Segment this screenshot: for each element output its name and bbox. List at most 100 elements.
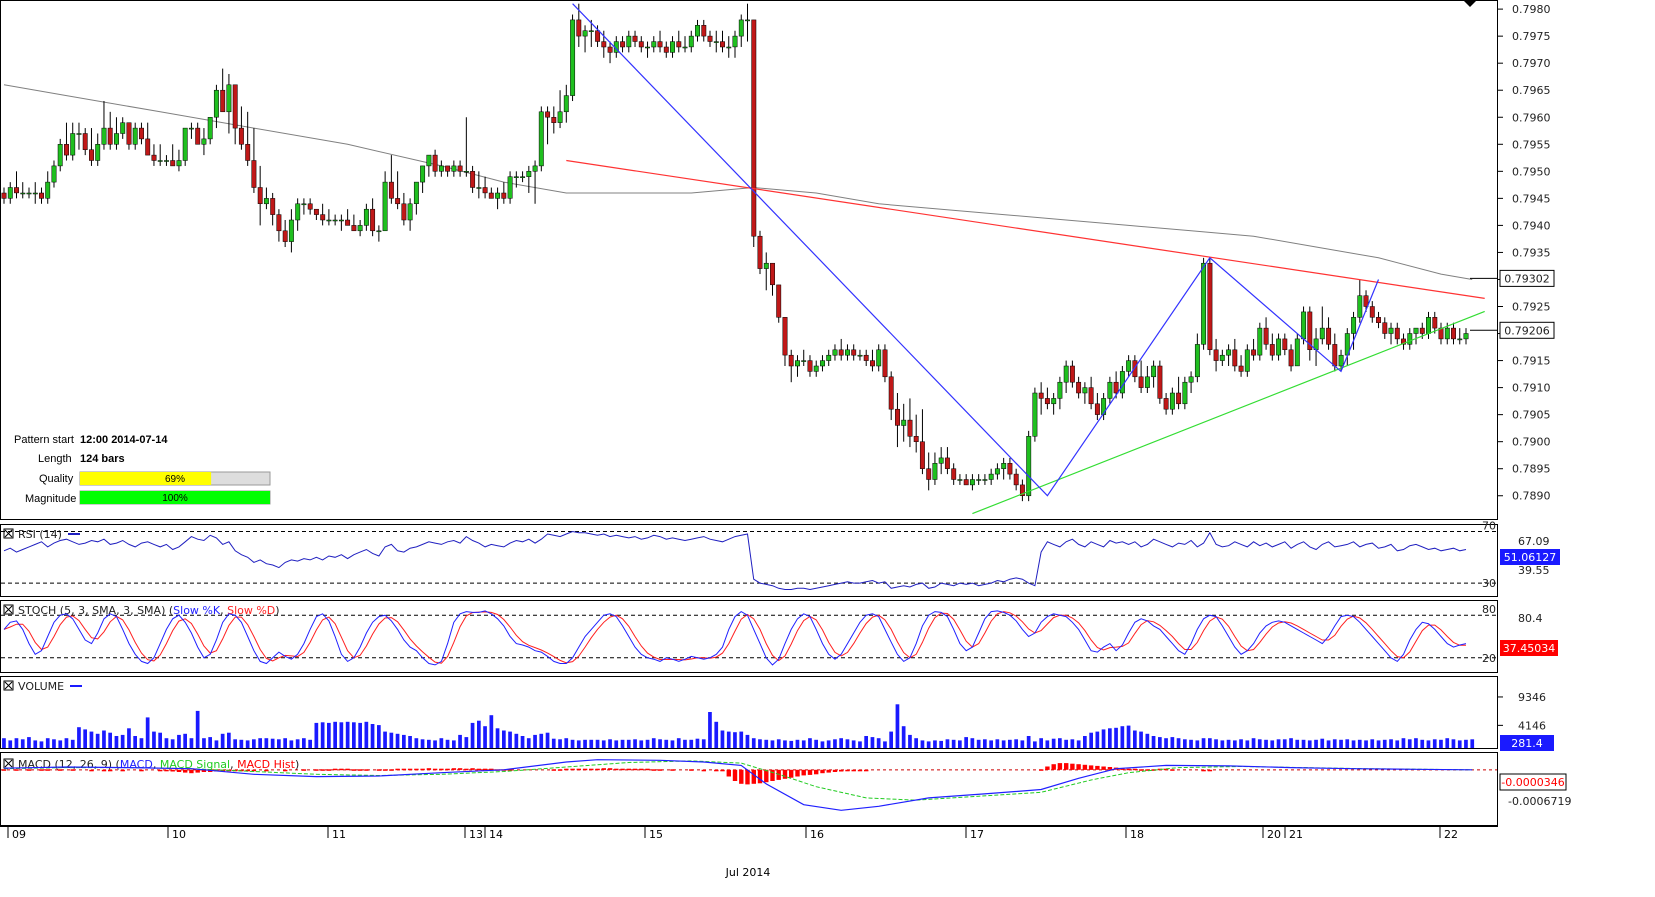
volume-bar — [383, 731, 387, 748]
volume-bar — [620, 739, 625, 748]
volume-bar — [1045, 740, 1050, 748]
macd-series: -0.0000346 -0.0006719 — [1, 759, 1571, 811]
macd-hist-bar — [507, 769, 513, 771]
macd-hist-bar — [1170, 769, 1175, 771]
candle-body — [95, 144, 101, 161]
candle-body — [51, 165, 57, 183]
candle-body — [1363, 295, 1369, 307]
stoch-pane: STOCH (5, 3, SMA, 3, SMA) (Slow %K, Slow… — [1, 603, 1558, 666]
candle-body — [1369, 306, 1375, 318]
macd-hist-bar — [1057, 763, 1063, 770]
volume-bar — [58, 740, 63, 748]
candle-body — [1076, 381, 1082, 394]
candle-body — [132, 127, 138, 145]
volume-tick-label: 4146 — [1518, 719, 1546, 732]
candle-body — [695, 25, 700, 37]
volume-bar — [314, 722, 319, 748]
macd-hist-bar — [420, 768, 425, 771]
volume-bar — [695, 738, 700, 748]
volume-bar — [1033, 741, 1037, 748]
volume-bar — [526, 738, 531, 748]
volume-bar — [277, 739, 281, 748]
candle-body — [120, 122, 126, 134]
date-tick-label: 14 — [489, 828, 503, 841]
macd-hist-bar — [639, 768, 644, 771]
volume-bar — [258, 738, 262, 748]
candle-body — [388, 181, 394, 199]
volume-bar — [658, 739, 662, 748]
candle-body — [1394, 327, 1400, 340]
volume-bar — [558, 739, 562, 748]
volume-bar — [414, 738, 419, 748]
volume-bar — [1126, 725, 1131, 748]
macd-hist-bar — [1126, 768, 1131, 771]
volume-bar — [1307, 740, 1312, 748]
candle-body — [1382, 322, 1388, 334]
price-labels: 0.79302 0.79206 — [1470, 269, 1555, 339]
macd-hist-bar — [58, 769, 63, 771]
volume-bar — [1370, 739, 1375, 748]
price-tick-label: 0.7975 — [1512, 30, 1551, 43]
candle-body — [7, 187, 13, 199]
candle-body — [845, 349, 850, 356]
price-tick-label: 0.7945 — [1512, 192, 1551, 205]
macd-hist-bar — [389, 769, 394, 771]
macd-hist-bar — [189, 769, 194, 774]
candle-body — [64, 144, 69, 156]
macd-hist-bar — [158, 769, 163, 772]
volume-bar — [583, 739, 587, 748]
candle-body — [1238, 365, 1244, 372]
stoch-level-label: 80 — [1482, 603, 1496, 616]
price-tick-label: 0.7910 — [1512, 382, 1551, 395]
candle-body — [1138, 376, 1144, 388]
volume-bar — [814, 739, 818, 748]
candle-body — [451, 165, 457, 172]
macd-hist-bar — [314, 769, 319, 771]
volume-bar — [795, 739, 800, 748]
candle-body — [882, 349, 888, 378]
menu-triangle-icon[interactable] — [1464, 1, 1476, 7]
volume-bar — [95, 733, 100, 748]
volume-bar — [8, 740, 13, 748]
candle-body — [301, 203, 307, 206]
volume-bar — [1089, 732, 1093, 748]
candle-body — [582, 30, 588, 37]
volume-bar — [302, 738, 306, 748]
volume-bar — [1245, 740, 1250, 748]
candle-body — [938, 457, 944, 464]
volume-bar — [214, 740, 219, 748]
volume-bar — [1295, 739, 1300, 748]
volume-bar — [801, 740, 806, 748]
stoch-paren-open: ( — [169, 604, 173, 617]
volume-bar — [339, 722, 344, 748]
volume-bar — [1220, 740, 1225, 748]
candle-body — [295, 203, 301, 221]
candle-body — [1188, 376, 1194, 383]
macd-hist-bar — [70, 769, 75, 771]
volume-bar — [964, 737, 968, 748]
candle-body — [913, 436, 919, 442]
volume-bar — [458, 734, 462, 748]
date-tick-label: 16 — [810, 828, 824, 841]
volume-bar — [1332, 739, 1337, 748]
candle-body — [932, 463, 938, 480]
volume-bar — [183, 733, 187, 748]
macd-pane-frame — [0, 752, 1498, 826]
volume-bar — [1264, 739, 1268, 748]
macd-hist-bar — [26, 769, 32, 771]
volume-bar — [1164, 738, 1168, 748]
macd-hist-bar — [1088, 765, 1094, 770]
candle-body — [1232, 349, 1238, 367]
volume-pane-frame — [0, 676, 1498, 749]
candle-body — [39, 192, 44, 199]
pane-frames — [0, 0, 1498, 827]
candle-body — [1426, 317, 1431, 334]
macd-hist-bar — [283, 769, 288, 772]
rsi-pane-frame — [0, 524, 1498, 597]
candle-body — [969, 479, 975, 486]
date-tick-label: 21 — [1289, 828, 1303, 841]
macd-hist-bar — [351, 769, 357, 771]
price-tick-label: 0.7970 — [1512, 57, 1551, 70]
macd-hist-bar — [582, 768, 588, 771]
candle-body — [1301, 311, 1307, 340]
